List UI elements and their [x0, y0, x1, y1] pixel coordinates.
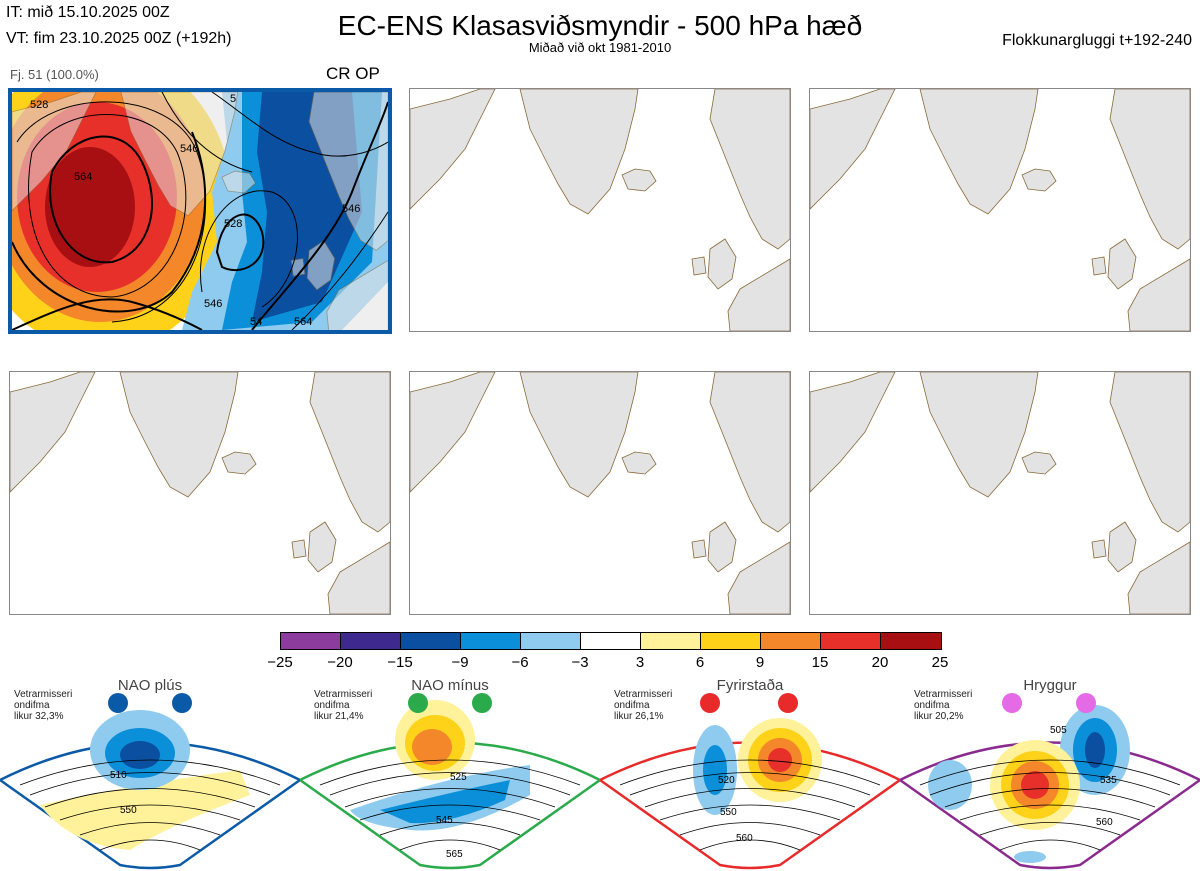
contour-label: 550 — [720, 807, 737, 818]
contour-label: 535 — [1100, 775, 1117, 786]
contour-label: 54 — [250, 316, 262, 328]
colorbar-cell — [700, 632, 761, 650]
cluster-map-empty[interactable] — [809, 371, 1191, 615]
valid-time: VT: fim 23.10.2025 00Z (+192h) — [6, 30, 232, 47]
regime-title: Fyrirstaða — [716, 677, 784, 694]
cluster-map-empty[interactable] — [809, 88, 1191, 332]
colorbar-tick: −15 — [387, 654, 413, 671]
colorbar-cell — [460, 632, 521, 650]
classification-window: Flokkunargluggi t+192-240 — [1002, 32, 1192, 49]
colorbar-cell — [400, 632, 461, 650]
colorbar-tick: 20 — [871, 654, 889, 671]
regime-meta: Vetrarmisseri ondifma likur 21,4% — [314, 689, 373, 722]
colorbar-cell — [880, 632, 942, 650]
colorbar-tick: −25 — [267, 654, 293, 671]
colorbar-tick: 9 — [755, 654, 765, 671]
regime-title: NAO mínus — [411, 677, 489, 694]
colorbar-cell — [760, 632, 821, 650]
colorbar-tick: −6 — [511, 654, 529, 671]
cluster-map-empty[interactable] — [409, 88, 791, 332]
contour-label: 546 — [342, 203, 360, 215]
colorbar-cell — [820, 632, 881, 650]
contour-label: 510 — [110, 770, 127, 781]
cluster-map-empty[interactable] — [9, 371, 391, 615]
regime-title: NAO plús — [117, 677, 183, 694]
colorbar-tick: 25 — [931, 654, 949, 671]
contour-label: 546 — [180, 143, 198, 155]
contour-label: 564 — [294, 316, 312, 328]
cluster-map-empty[interactable] — [409, 371, 791, 615]
contour-label: 560 — [736, 833, 753, 844]
regime-blocking[interactable]: 520 550 560 Fyrirstaða Vetrarmisseri ondi… — [600, 675, 900, 871]
regime-meta: Vetrarmisseri ondifma likur 20,2% — [914, 689, 973, 722]
contour-label: 565 — [446, 849, 463, 860]
colorbar-cell — [640, 632, 701, 650]
colorbar-cell — [280, 632, 341, 650]
contour-label: 5 — [230, 93, 236, 105]
colorbar-tick: −3 — [571, 654, 589, 671]
contour-label: 528 — [224, 218, 242, 230]
regime-meta: Vetrarmisseri ondifma likur 32,3% — [14, 689, 73, 722]
regime-title: Hryggur — [1023, 677, 1077, 694]
colorbar-cell — [340, 632, 401, 650]
regime-nao-plus[interactable]: 510 550 NAO plús Vetrarmisseri ondifma lik… — [0, 675, 300, 871]
control-operational-tag: CR OP — [326, 64, 380, 83]
contour-label: 550 — [120, 805, 137, 816]
contour-label: 564 — [74, 171, 92, 183]
colorbar-tick: 15 — [811, 654, 829, 671]
cluster-map-main[interactable]: 564 546 528 546 546 564 5 54 528 — [8, 88, 392, 334]
contour-label: 520 — [718, 775, 735, 786]
regime-meta: Vetrarmisseri ondifma likur 26,1% — [614, 689, 673, 722]
regime-nao-minus[interactable]: 525 545 565 NAO mínus Vetrarmisseri ondif… — [300, 675, 600, 871]
colorbar-cell — [580, 632, 641, 650]
init-time: IT: mið 15.10.2025 00Z — [6, 4, 170, 21]
contour-label: 505 — [1050, 725, 1067, 736]
colorbar-tick: −20 — [327, 654, 353, 671]
member-count-label: Fj. 51 (100.0%) — [10, 67, 99, 82]
page-title: EC-ENS Klasasviðsmyndir - 500 hPa hæð — [337, 10, 863, 41]
colorbar-tick: −9 — [451, 654, 469, 671]
regime-ridge[interactable]: 505 535 560 Hryggur Vetrarmisseri ondifma… — [900, 675, 1200, 871]
colorbar-cell — [520, 632, 581, 650]
colorbar-tick: 3 — [635, 654, 645, 671]
contour-label: 545 — [436, 815, 453, 826]
page-subtitle: Miðað við okt 1981-2010 — [528, 40, 672, 55]
colorbar-tick: 6 — [695, 654, 705, 671]
contour-label: 528 — [30, 99, 48, 111]
contour-label: 525 — [450, 772, 467, 783]
contour-label: 546 — [204, 298, 222, 310]
contour-label: 560 — [1096, 817, 1113, 828]
